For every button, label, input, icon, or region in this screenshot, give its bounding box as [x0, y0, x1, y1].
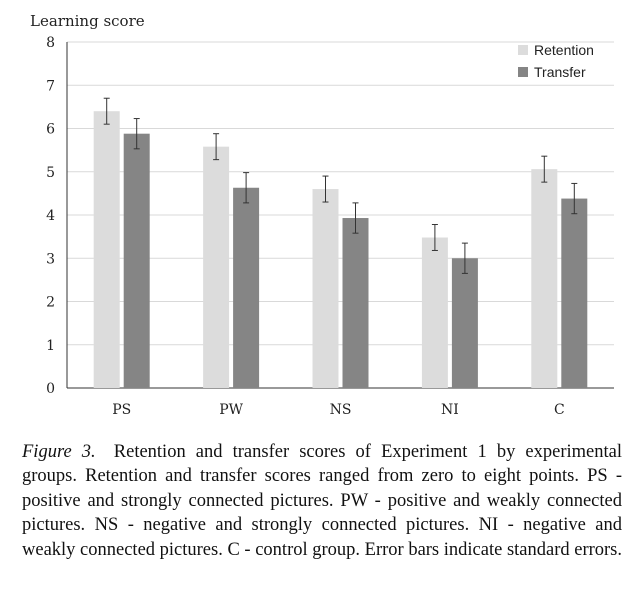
y-tick-label: 8: [46, 35, 55, 51]
y-tick-label: 4: [46, 208, 55, 224]
bar-retention-c: [531, 169, 558, 388]
bar-transfer-ni: [451, 258, 478, 388]
legend-swatch-retention: [518, 45, 528, 55]
y-tick-label: 5: [46, 165, 55, 181]
bar-retention-pw: [203, 146, 230, 388]
x-tick-label-ns: NS: [330, 402, 352, 418]
y-axis-label: Learning score: [30, 12, 145, 30]
caption-text: Retention and transfer scores of Experim…: [22, 442, 623, 560]
bar-transfer-ps: [123, 133, 150, 388]
y-tick-label: 0: [46, 381, 55, 397]
y-tick-label: 3: [46, 251, 55, 267]
x-tick-label-ni: NI: [441, 402, 459, 418]
y-tick-label: 1: [46, 338, 55, 354]
x-tick-label-ps: PS: [112, 402, 131, 418]
figure-label: Figure 3.: [22, 442, 96, 462]
legend-label-transfer: Transfer: [534, 64, 586, 80]
y-tick-label: 6: [46, 122, 55, 138]
y-tick-label: 7: [46, 78, 55, 94]
x-tick-label-pw: PW: [219, 402, 243, 418]
chart-container: Learning score 0 1 2 3 4 5 6 7 8 PS PW NS NI C Retentio…: [30, 12, 614, 418]
bar-transfer-pw: [233, 187, 260, 388]
bar-transfer-c: [561, 198, 588, 388]
bar-transfer-ns: [342, 218, 369, 388]
legend-label-retention: Retention: [534, 42, 594, 58]
bar-retention-ps: [93, 111, 120, 388]
bar-retention-ns: [312, 189, 339, 388]
x-tick-label-c: C: [554, 402, 565, 418]
figure-caption: Figure 3. Retention and transfer scores …: [22, 440, 622, 562]
bar-chart: Learning score 0 1 2 3 4 5 6 7 8 PS PW NS NI C Retentio…: [30, 12, 614, 418]
bar-retention-ni: [421, 237, 448, 388]
y-tick-label: 2: [46, 295, 55, 311]
legend-swatch-transfer: [518, 67, 528, 77]
